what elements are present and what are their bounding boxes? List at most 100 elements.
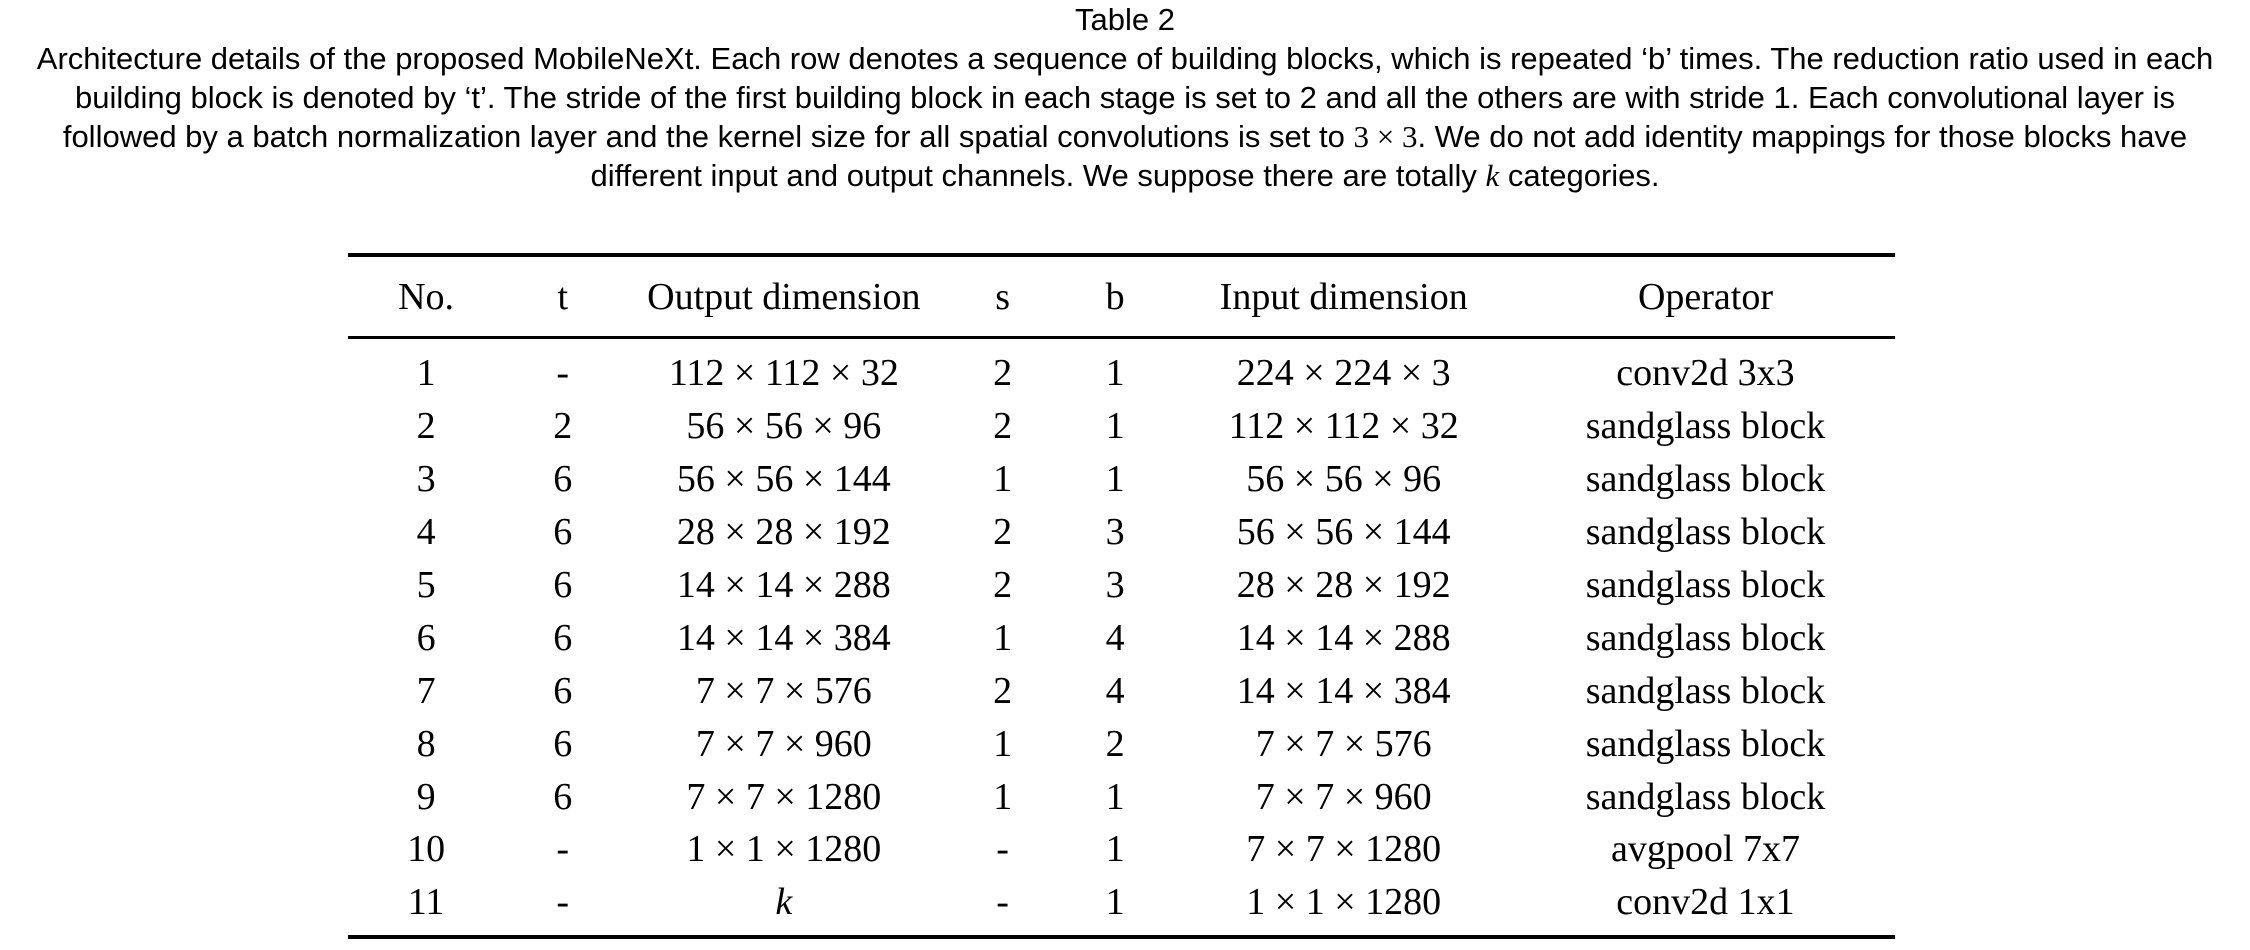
cell-output-dimension: k: [621, 875, 947, 939]
cell-b: 3: [1105, 564, 1125, 606]
cell-t: -: [556, 828, 570, 871]
cell-b: 1: [1105, 828, 1125, 871]
table-row: 2 2 56 × 56 × 96 2 1 112 × 112 × 32 sandglass …: [348, 400, 1895, 453]
cell-input-dimension: 14 × 14 × 288: [1236, 616, 1451, 659]
table-row: 6 6 14 × 14 × 384 1 4 14 × 14 × 288 sandglass …: [348, 611, 1895, 664]
cell-b: 1: [1105, 775, 1125, 818]
cell-s: 2: [993, 352, 1013, 395]
cell-input-dimension: 56 × 56 × 96: [1246, 458, 1442, 501]
cell-t: 6: [553, 616, 573, 659]
cell-input-dimension: 224 × 224 × 3: [1236, 352, 1451, 395]
cell-t: -: [504, 875, 622, 939]
cell-operator: sandglass block: [1585, 722, 1826, 765]
cell-s: -: [996, 828, 1009, 871]
cell-t: 6: [553, 722, 573, 765]
cell-operator: conv2d 1x1: [1515, 875, 1895, 939]
cell-no: 1: [416, 352, 436, 395]
caption-text: Architecture details of the proposed Mob…: [0, 39, 2250, 195]
cell-t: 6: [553, 775, 573, 818]
table-row: 7 6 7 × 7 × 576 2 4 14 × 14 × 384 sandglass bl…: [348, 664, 1895, 717]
cell-no: 8: [416, 722, 436, 765]
table-title: Table 2: [1075, 2, 1175, 37]
cell-operator: conv2d 3x3: [1616, 352, 1795, 395]
table-caption: Table 2 Architecture details of the prop…: [0, 0, 2250, 195]
cell-output-dimension: 7 × 7 × 576: [695, 669, 872, 712]
caption-text-part-1: Architecture details of the proposed Mob…: [36, 41, 2214, 154]
header-s: s: [946, 253, 1059, 339]
cell-b: 4: [1105, 669, 1125, 712]
cell-s: 1: [993, 458, 1013, 501]
cell-b: 1: [1058, 875, 1172, 939]
table-row: 3 6 56 × 56 × 144 1 1 56 × 56 × 96 sandglass b…: [348, 453, 1895, 506]
cell-no: 11: [348, 875, 505, 939]
cell-s: -: [946, 875, 1059, 939]
cell-t: 6: [553, 458, 573, 501]
header-t: t: [504, 253, 622, 339]
cell-b: 2: [1105, 722, 1125, 765]
cell-input-dimension: 7 × 7 × 960: [1255, 775, 1432, 818]
table-body: 1-112 × 112 × 32 2 1 224 × 224 × 3 conv2d 3x…: [348, 338, 1895, 939]
cell-b: 1: [1105, 458, 1125, 501]
cell-output-dimension: 28 × 28 × 192: [676, 511, 891, 554]
cell-output-dimension: 7 × 7 × 960: [695, 722, 872, 765]
table-row: 10 - 1 × 1 × 1280 - 1 7 × 7 × 1280 avgpool 7x7: [348, 823, 1895, 876]
cell-operator: sandglass block: [1585, 564, 1826, 606]
caption-text-part-3: categories.: [1499, 158, 1660, 193]
header-input-dimension: Input dimension: [1171, 253, 1516, 339]
cell-operator: sandglass block: [1585, 616, 1826, 659]
cell-s: 2: [993, 564, 1013, 606]
cell-no: 2: [416, 405, 436, 448]
cell-operator: sandglass block: [1585, 511, 1826, 554]
cell-no: 7: [416, 669, 436, 712]
cell-operator: sandglass block: [1585, 405, 1826, 448]
cell-no: 5: [416, 564, 436, 606]
cell-s: 2: [993, 669, 1013, 712]
cell-input-dimension: 7 × 7 × 1280: [1246, 828, 1442, 871]
cell-no: 9: [416, 775, 436, 818]
cell-s: 2: [993, 405, 1013, 448]
cell-input-dimension: 56 × 56 × 144: [1236, 511, 1451, 554]
caption-math-k: k: [1485, 158, 1500, 193]
cell-no: 3: [416, 458, 436, 501]
cell-b: 1: [1105, 405, 1125, 448]
cell-operator: sandglass block: [1585, 775, 1826, 818]
cell-operator: avgpool 7x7: [1611, 828, 1800, 871]
cell-t: 6: [553, 564, 573, 606]
table-header: No. t Output dimension s b Input dimensi…: [348, 253, 1895, 339]
cell-s: 2: [993, 511, 1013, 554]
cell-input-dimension: 14 × 14 × 384: [1236, 669, 1451, 712]
cell-s: 1: [993, 775, 1013, 818]
cell-t: -: [556, 352, 570, 395]
header-operator: Operator: [1515, 253, 1895, 339]
table-row: 5 6 14 × 14 × 288 2 3 28 × 28 × 192 sandglass …: [348, 559, 1895, 612]
table-row: 4 6 28 × 28 × 192 2 3 56 × 56 × 144 sandglass …: [348, 506, 1895, 559]
cell-operator: sandglass block: [1585, 458, 1826, 501]
caption-math-kernel-size: 3 × 3: [1353, 119, 1418, 154]
cell-no: 10: [407, 828, 446, 871]
cell-input-dimension: 28 × 28 × 192: [1236, 564, 1451, 606]
cell-b: 4: [1105, 616, 1125, 659]
cell-b: 3: [1105, 511, 1125, 554]
cell-no: 4: [416, 511, 436, 554]
header-no: No.: [348, 253, 505, 339]
table-row: 9 6 7 × 7 × 1280 1 1 7 × 7 × 960 sandglass blo…: [348, 770, 1895, 823]
cell-b: 1: [1105, 352, 1125, 395]
cell-operator: sandglass block: [1585, 669, 1826, 712]
architecture-table: No. t Output dimension s b Input dimensi…: [348, 253, 1895, 939]
table-row: 8 6 7 × 7 × 960 1 2 7 × 7 × 576 sandglass bloc…: [348, 717, 1895, 770]
table-row: 11- k -1 1 × 1 × 1280 conv2d 1x1: [348, 875, 1895, 939]
header-b: b: [1058, 253, 1172, 339]
cell-input-dimension: 7 × 7 × 576: [1255, 722, 1432, 765]
cell-s: 1: [993, 616, 1013, 659]
cell-no: 6: [416, 616, 436, 659]
cell-output-dimension: 1 × 1 × 1280: [686, 828, 882, 871]
cell-t: 6: [553, 669, 573, 712]
header-row: No. t Output dimension s b Input dimensi…: [348, 253, 1895, 339]
cell-s: 1: [993, 722, 1013, 765]
cell-input-dimension: 1 × 1 × 1280: [1171, 875, 1516, 939]
cell-output-dimension: 56 × 56 × 96: [686, 405, 882, 448]
header-output-dimension: Output dimension: [621, 253, 947, 339]
cell-output-dimension: 14 × 14 × 288: [676, 564, 891, 606]
cell-output-dimension: 112 × 112 × 32: [668, 352, 899, 395]
cell-t: 2: [553, 405, 573, 448]
